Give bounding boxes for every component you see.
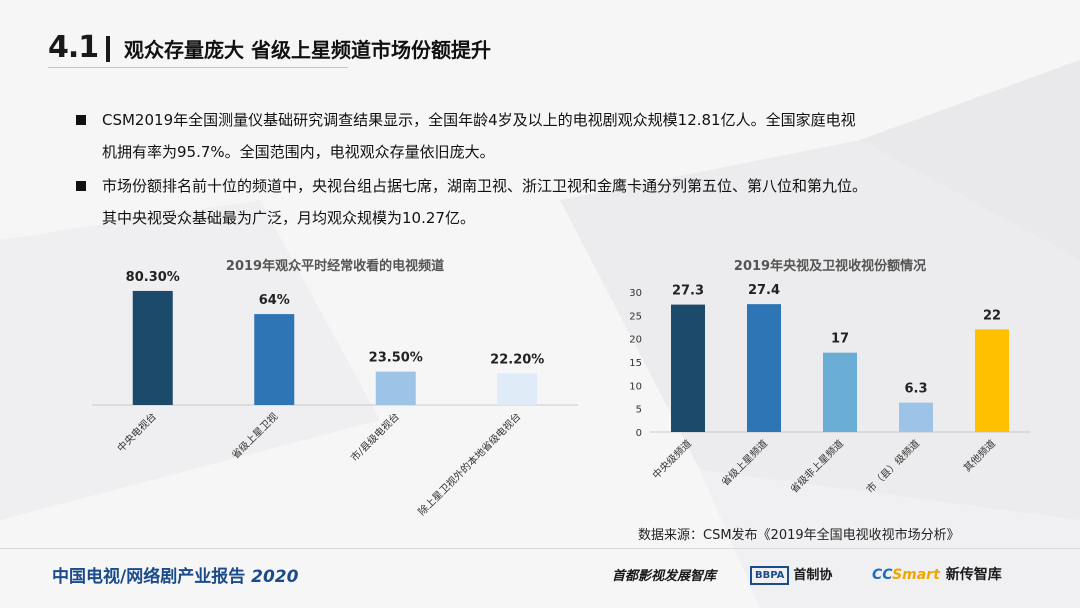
bullet-item: CSM2019年全国测量仪基础研究调查结果显示，全国年龄4岁及以上的电视剧观众规… <box>76 104 1036 168</box>
page-title: 观众存量庞大 省级上星频道市场份额提升 <box>124 38 491 62</box>
bullet-square-icon <box>76 181 86 191</box>
section-number: 4.1 <box>48 30 99 65</box>
data-label: 22.20% <box>490 352 544 367</box>
channel-viewing-chart: 2019年观众平时经常收看的电视频道 80.30% 中央电视台 64% 省级上星卫视 23… <box>70 250 590 540</box>
category-label: 省级上星频道 <box>719 437 771 489</box>
channel-viewing-chart-svg: 2019年观众平时经常收看的电视频道 80.30% 中央电视台 64% 省级上星卫视 23… <box>92 258 578 518</box>
bullet-item: 市场份额排名前十位的频道中，央视台组占据七席，湖南卫视、浙江卫视和金鹰卡通分列第… <box>76 170 1036 234</box>
ccsmart-logo: CCSmart 新传智库 <box>872 564 1002 584</box>
data-label: 80.30% <box>126 270 180 285</box>
bar <box>747 304 781 432</box>
category-label: 中央电视台 <box>114 410 159 455</box>
ccsmart-logo-cc: CC <box>872 567 893 583</box>
data-source-note: 数据来源：CSM发布《2019年全国电视收视市场分析》 <box>638 528 960 543</box>
bbpa-logo: BBPA 首制协 <box>750 564 832 585</box>
partner-logos: 首都影视发展智库 BBPA 首制协 CCSmart 新传智库 <box>612 564 1052 588</box>
bar <box>671 304 705 432</box>
data-label: 64% <box>259 293 290 308</box>
bullet-text-line: CSM2019年全国测量仪基础研究调查结果显示，全国年龄4岁及以上的电视剧观众规… <box>102 111 856 129</box>
y-tick-label: 25 <box>629 311 642 322</box>
ccsmart-logo-text: 新传智库 <box>945 567 1002 583</box>
header-divider <box>106 36 110 62</box>
category-label: 市/县级电视台 <box>348 410 402 464</box>
rating-share-chart: 2019年央视及卫视收视份额情况 0 5 10 15 20 25 30 27.3 中央级频道 27.… <box>600 250 1040 525</box>
header-underline <box>48 67 348 68</box>
bar <box>375 371 416 405</box>
bullet-text-line: 机拥有率为95.7%。全国范围内，电视观众存量依旧庞大。 <box>102 143 495 161</box>
bullet-text-line: 市场份额排名前十位的频道中，央视台组占据七席，湖南卫视、浙江卫视和金鹰卡通分列第… <box>102 177 868 195</box>
data-label: 27.4 <box>748 283 780 298</box>
data-label: 27.3 <box>672 284 704 299</box>
data-label: 6.3 <box>904 382 927 397</box>
bbpa-logo-text: 首制协 <box>793 568 833 583</box>
category-label: 省级上星卫视 <box>229 410 281 462</box>
rating-share-chart-svg: 2019年央视及卫视收视份额情况 0 5 10 15 20 25 30 27.3 中央级频道 27.… <box>629 258 1030 496</box>
report-title-text: 中国电视/网络剧产业报告 <box>52 567 246 587</box>
bar <box>132 290 173 405</box>
bar <box>254 314 295 405</box>
y-tick-label: 15 <box>629 358 642 369</box>
bullet-text-line: 其中央视受众基础最为广泛，月均观众规模为10.27亿。 <box>102 209 475 227</box>
report-title: 中国电视/网络剧产业报告 2020 <box>52 562 298 587</box>
category-label: 市（县）级频道 <box>863 437 922 496</box>
data-label: 22 <box>983 308 1001 323</box>
category-label: 其他频道 <box>961 437 998 474</box>
data-label: 23.50% <box>369 351 423 366</box>
report-year: 2020 <box>251 567 299 587</box>
bar <box>899 402 933 432</box>
category-label: 除上星卫视外的本地省级电视台 <box>415 410 523 518</box>
chart-title: 2019年央视及卫视收视份额情况 <box>734 258 926 274</box>
capital-film-think-tank-logo: 首都影视发展智库 <box>612 569 717 584</box>
y-tick-label: 20 <box>629 335 642 346</box>
category-label: 中央级频道 <box>650 437 695 482</box>
footer-divider <box>0 548 1080 549</box>
bullet-square-icon <box>76 115 86 125</box>
bullet-list: CSM2019年全国测量仪基础研究调查结果显示，全国年龄4岁及以上的电视剧观众规… <box>76 104 1036 236</box>
data-label: 17 <box>831 332 849 347</box>
chart-title: 2019年观众平时经常收看的电视频道 <box>226 258 444 274</box>
bar <box>975 329 1009 432</box>
bbpa-logo-box: BBPA <box>750 566 790 585</box>
category-label: 省级非上星频道 <box>787 437 846 496</box>
y-tick-label: 30 <box>629 288 642 299</box>
bar <box>497 373 538 405</box>
y-tick-label: 10 <box>629 381 642 392</box>
ccsmart-logo-smart: Smart <box>892 567 940 583</box>
y-tick-label: 5 <box>636 405 642 416</box>
bar <box>823 352 857 432</box>
y-tick-label: 0 <box>636 428 642 439</box>
